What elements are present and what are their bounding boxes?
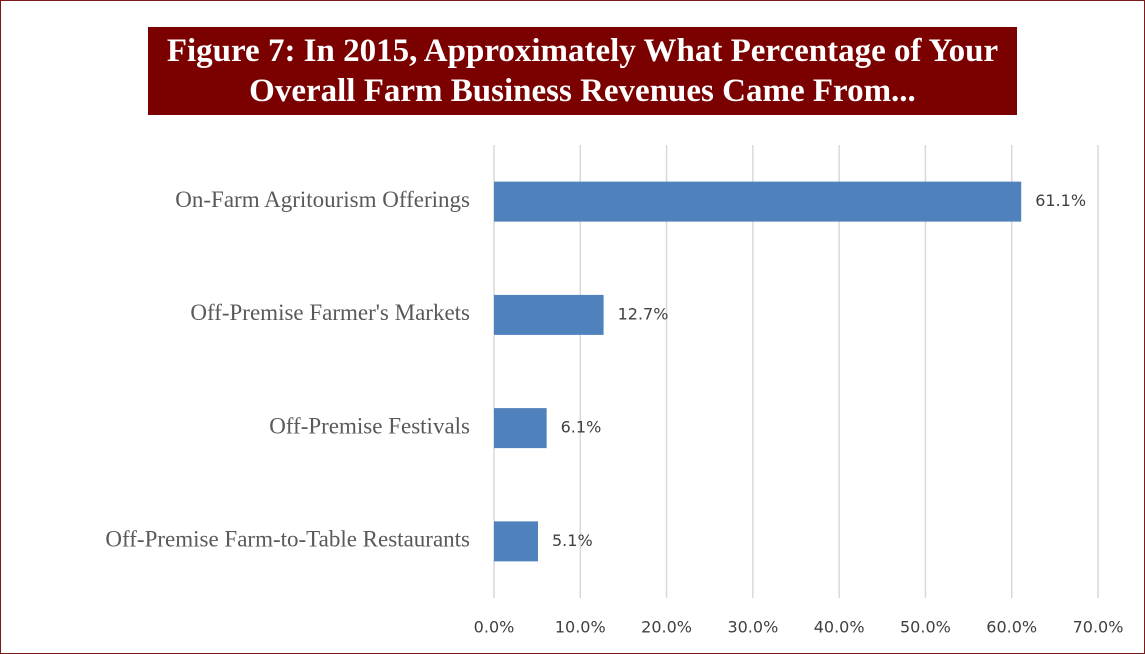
y-tick-label: On-Farm Agritourism Offerings	[175, 187, 470, 212]
value-label: 5.1%	[552, 531, 593, 550]
x-tick-label: 60.0%	[986, 618, 1037, 637]
x-tick-label: 0.0%	[474, 618, 515, 637]
bar	[494, 294, 604, 335]
x-tick-label: 70.0%	[1073, 618, 1124, 637]
x-tick-label: 50.0%	[900, 618, 951, 637]
y-tick-label: Off-Premise Farm-to-Table Restaurants	[105, 527, 470, 552]
value-label: 12.7%	[618, 304, 669, 323]
x-tick-label: 10.0%	[555, 618, 606, 637]
x-tick-label: 40.0%	[814, 618, 865, 637]
y-tick-label: Off-Premise Festivals	[269, 413, 470, 438]
chart-title: Figure 7: In 2015, Approximately What Pe…	[148, 27, 1017, 115]
value-label: 61.1%	[1035, 191, 1086, 210]
x-tick-label: 20.0%	[641, 618, 692, 637]
bar	[494, 521, 539, 562]
bar	[494, 408, 547, 449]
bar	[494, 181, 1022, 222]
y-tick-label: Off-Premise Farmer's Markets	[190, 300, 470, 325]
x-tick-label: 30.0%	[727, 618, 778, 637]
value-label: 6.1%	[561, 418, 602, 437]
